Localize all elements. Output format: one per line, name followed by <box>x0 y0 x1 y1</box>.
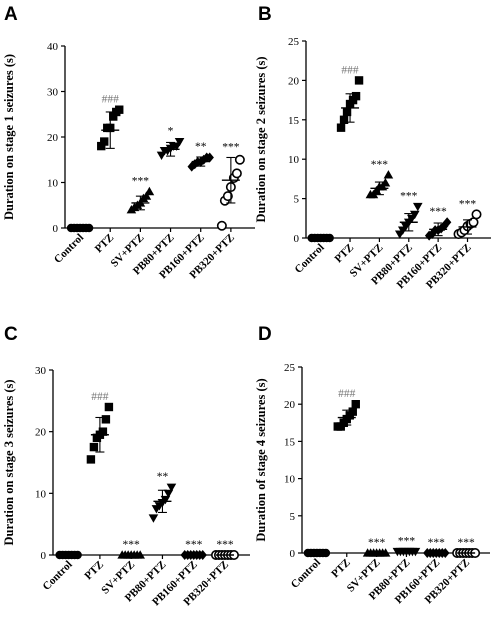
panel-a: A 0 10 20 30 40 Duration on stage 1 seizures (… <box>2 4 255 281</box>
panel-letter: A <box>4 4 18 25</box>
data-point <box>160 495 171 505</box>
data-point <box>348 407 357 416</box>
data-point <box>442 217 452 228</box>
y-tick-label: 0 <box>290 548 296 560</box>
data-point <box>98 427 108 436</box>
significance-label: ### <box>341 64 359 76</box>
data-point <box>383 170 394 179</box>
significance-label: *** <box>428 537 446 549</box>
significance-label: *** <box>371 159 389 171</box>
significance-label: *** <box>222 141 240 153</box>
significance-label: *** <box>400 190 418 202</box>
data-point <box>198 550 207 560</box>
y-tick-label: 5 <box>294 194 300 206</box>
significance-label: *** <box>185 539 203 551</box>
significance-label: ### <box>91 391 109 403</box>
data-point <box>216 220 227 231</box>
y-tick-label: 30 <box>35 365 47 377</box>
data-point <box>354 76 364 85</box>
data-point <box>100 137 109 146</box>
significance-label: *** <box>368 537 386 549</box>
significance-label: * <box>168 126 174 138</box>
data-point <box>336 123 346 132</box>
x-tick-label: Control <box>293 242 327 276</box>
significance-label: ** <box>157 471 169 483</box>
data-point <box>163 489 174 499</box>
x-tick-label: PTZ <box>93 232 117 256</box>
y-axis-title: Duration of stage 4 seizures (s) <box>254 378 268 541</box>
data-point <box>104 402 114 412</box>
significance-label: *** <box>123 539 141 551</box>
x-tick-label: PTZ <box>329 557 353 581</box>
panel-letter: B <box>258 4 272 25</box>
x-tick-label: PTZ <box>333 242 357 266</box>
panel-d: D 0 5 10 15 20 25 Duration of stage 4 seizures … <box>254 324 490 606</box>
y-tick-label: 10 <box>284 474 296 486</box>
y-tick-label: 10 <box>35 488 47 500</box>
data-point <box>409 210 420 220</box>
y-tick-label: 40 <box>47 41 59 53</box>
x-tick-label: Control <box>289 557 323 591</box>
data-point <box>339 115 349 124</box>
significance-label: *** <box>459 198 477 210</box>
data-point <box>84 223 94 233</box>
data-point <box>351 91 361 101</box>
significance-label: ### <box>338 388 356 400</box>
significance-label: *** <box>132 176 150 188</box>
data-point <box>144 186 155 196</box>
y-axis-title: Duration on stage 1 seizures (s) <box>2 54 16 220</box>
data-point <box>101 415 111 424</box>
data-point <box>231 168 242 179</box>
data-point <box>86 455 96 464</box>
data-point <box>148 514 159 523</box>
y-tick-label: 25 <box>288 36 300 48</box>
data-point <box>234 154 245 165</box>
significance-label: *** <box>430 206 448 218</box>
data-point <box>174 137 185 147</box>
y-tick-label: 10 <box>288 154 300 166</box>
data-point <box>471 209 482 220</box>
data-point <box>89 442 99 452</box>
y-tick-label: 30 <box>47 87 59 99</box>
significance-label: *** <box>458 537 476 549</box>
x-tick-label: Control <box>52 232 86 266</box>
data-point <box>222 191 233 202</box>
data-point <box>141 191 152 200</box>
y-tick-label: 20 <box>288 75 300 87</box>
significance-label: ** <box>195 141 207 153</box>
data-point <box>166 483 177 492</box>
x-tick-label: PTZ <box>82 559 106 583</box>
y-tick-label: 0 <box>53 223 59 235</box>
y-tick-label: 0 <box>294 233 300 245</box>
y-tick-label: 20 <box>47 132 59 144</box>
x-tick-label: Control <box>40 559 74 593</box>
significance-label: *** <box>216 539 234 551</box>
y-tick-label: 5 <box>290 511 296 523</box>
panel-b: B 0 5 10 15 20 25 Duration on stage 2 seizures … <box>254 4 491 291</box>
y-tick-label: 15 <box>288 115 300 127</box>
y-tick-label: 0 <box>41 550 47 562</box>
y-tick-label: 25 <box>284 362 296 374</box>
y-tick-label: 20 <box>35 427 47 439</box>
panel-letter: D <box>258 324 272 345</box>
data-point <box>380 178 391 187</box>
data-point <box>342 107 352 117</box>
y-axis-title: Duration on stage 2 seizures (s) <box>254 56 268 222</box>
y-axis-title: Duration on stage 3 seizures (s) <box>2 379 16 545</box>
significance-label: *** <box>398 536 416 548</box>
y-tick-label: 15 <box>284 436 296 448</box>
panel-letter: C <box>4 324 18 345</box>
data-point <box>97 141 106 151</box>
data-point <box>351 400 360 409</box>
data-point <box>115 105 124 114</box>
data-point <box>205 152 214 163</box>
significance-label: ### <box>102 94 120 106</box>
data-point <box>109 112 118 121</box>
panel-c: C 0 10 20 30 Duration on stage 3 seizures (s)… <box>2 324 250 608</box>
data-point <box>412 202 423 212</box>
y-tick-label: 20 <box>284 399 296 411</box>
y-tick-label: 10 <box>47 178 59 190</box>
